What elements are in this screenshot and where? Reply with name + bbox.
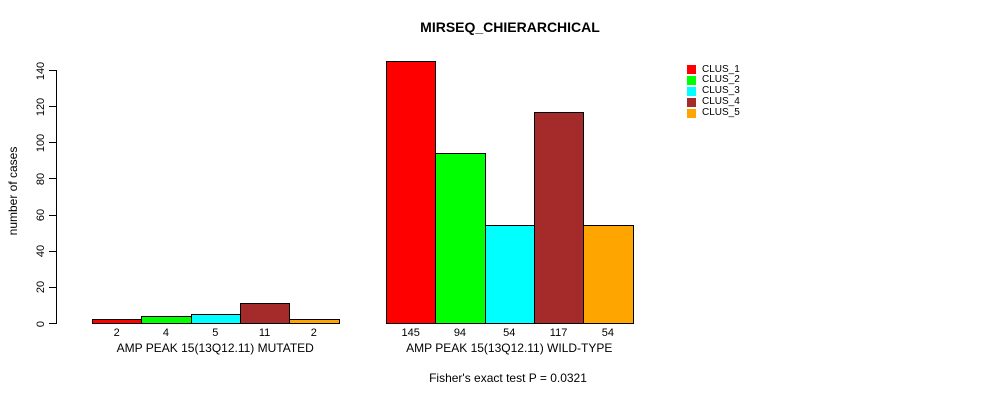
y-axis-tick [49,250,56,252]
bar-clus_2-group1 [141,315,192,324]
bar-clus_3-group1 [191,313,241,324]
y-axis-tick [49,286,56,288]
y-axis-tick-label: 20 [35,281,47,294]
legend-label-clus_4: CLUS_4 [702,96,740,108]
y-axis-tick [49,70,56,71]
y-axis-tick-label: 80 [35,172,47,186]
bar-clus_4-group1 [240,303,290,324]
bar-value-label: 117 [549,327,568,339]
legend-swatch-clus_4 [687,97,696,107]
bar-value-label: 94 [453,327,467,339]
y-axis-tick-label: 100 [35,133,47,152]
legend-label-clus_2: CLUS_2 [702,74,740,86]
legend-swatch-clus_5 [687,108,696,118]
y-axis-tick-label: 120 [35,97,47,116]
y-axis-tick [49,323,56,324]
bar-clus_3-group2 [485,225,535,324]
bar-value-label: 5 [212,327,219,339]
annotation-fisher-test: Fisher's exact test P = 0.0321 [429,371,587,385]
legend-swatch-clus_3 [687,86,696,96]
y-axis-tick [49,106,56,108]
legend-label-clus_3: CLUS_3 [702,85,740,97]
y-axis-line [56,70,57,324]
y-axis-tick-label: 0 [35,320,47,327]
bar-value-label: 2 [113,327,120,339]
group-label: AMP PEAK 15(13Q12.11) MUTATED [116,341,314,355]
legend-label-clus_5: CLUS_5 [702,107,740,119]
bar-clus_5-group1 [289,319,340,324]
legend-label-clus_1: CLUS_1 [702,63,740,75]
bar-value-label: 4 [162,327,169,339]
bar-value-label: 145 [401,327,420,339]
bar-clus_2-group2 [435,153,486,324]
y-axis-tick [49,142,56,144]
bar-clus_5-group2 [583,225,634,324]
y-axis-tick [49,214,56,216]
chart-title: MIRSEQ_CHIERARCHICAL [420,19,600,35]
bar-value-label: 54 [601,327,614,339]
bar-value-label: 54 [503,327,516,339]
y-axis-tick [49,178,56,180]
bar-value-label: 11 [258,327,271,339]
group-label: AMP PEAK 15(13Q12.11) WILD-TYPE [406,341,613,355]
y-axis-tick-label: 140 [35,61,47,80]
bar-value-label: 2 [310,327,317,339]
legend-swatch-clus_1 [687,65,696,74]
bar-clus_1-group1 [92,319,142,324]
bar-clus_1-group2 [386,60,436,324]
legend-swatch-clus_2 [687,75,696,85]
y-axis-tick-label: 60 [35,208,47,222]
y-axis-tick-label: 40 [35,245,47,258]
y-axis-label: number of cases [6,146,20,236]
bar-clus_4-group2 [534,111,584,324]
